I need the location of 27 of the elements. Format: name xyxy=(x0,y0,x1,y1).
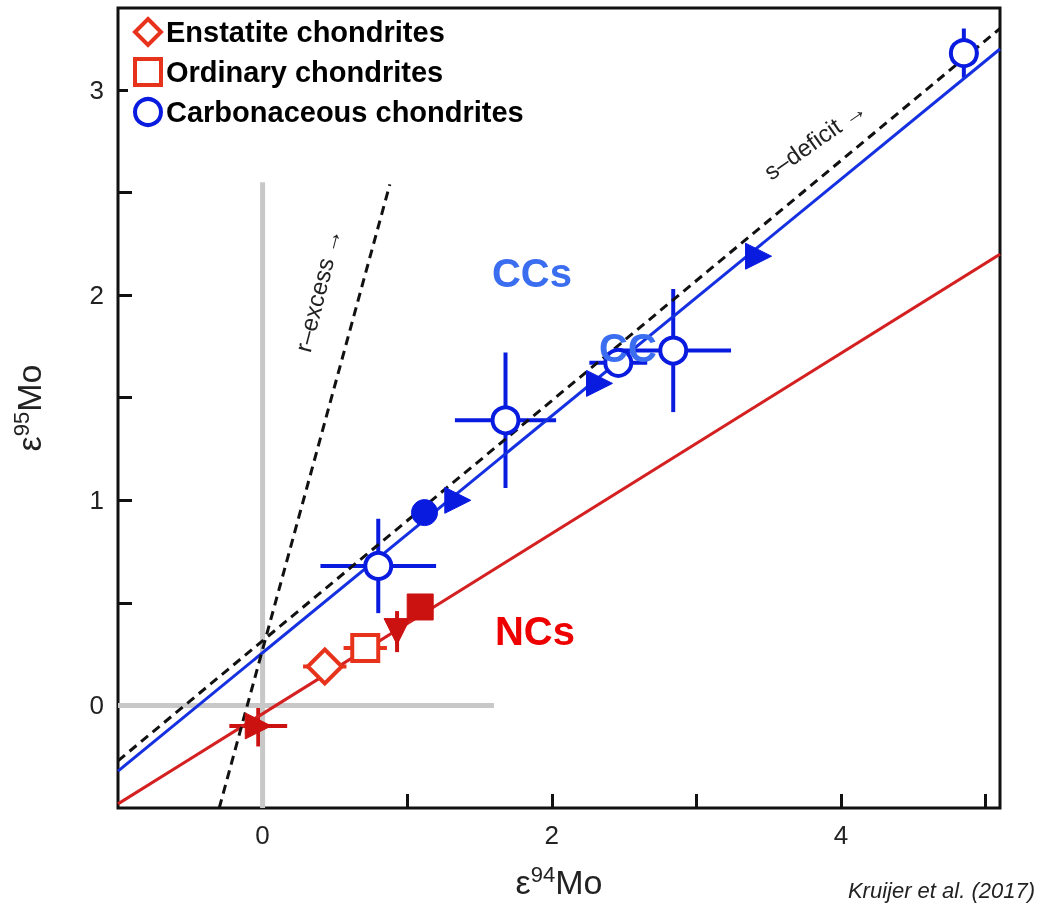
annotation: r–excess → xyxy=(289,225,347,355)
point xyxy=(585,369,613,397)
y-tick-label: 2 xyxy=(89,280,104,311)
point xyxy=(490,405,521,436)
point xyxy=(363,550,394,581)
y-tick-label: 3 xyxy=(89,75,104,106)
y-tick-label: 0 xyxy=(89,690,104,721)
point xyxy=(406,593,434,621)
text: Kruijer et al. (2017) xyxy=(847,877,1036,903)
x-tick-label: 2 xyxy=(544,820,559,850)
point xyxy=(350,633,381,663)
point xyxy=(305,647,344,686)
y-axis-title: ε95Mo xyxy=(8,364,48,452)
x-tick-label: 0 xyxy=(255,820,270,850)
x-tick-label: 4 xyxy=(833,820,849,850)
point xyxy=(411,499,439,527)
legend-label: Enstatite chondrites xyxy=(166,16,445,48)
annotation: CCs xyxy=(491,251,573,295)
y-tick-label: 1 xyxy=(89,485,104,516)
annotation: NCs xyxy=(494,609,576,653)
legend-label: Carbonaceous chondrites xyxy=(166,96,524,128)
point xyxy=(658,335,689,366)
point xyxy=(383,618,411,646)
point xyxy=(444,486,472,514)
point xyxy=(745,242,773,270)
point xyxy=(948,38,979,69)
legend-label: Ordinary chondrites xyxy=(166,56,444,88)
